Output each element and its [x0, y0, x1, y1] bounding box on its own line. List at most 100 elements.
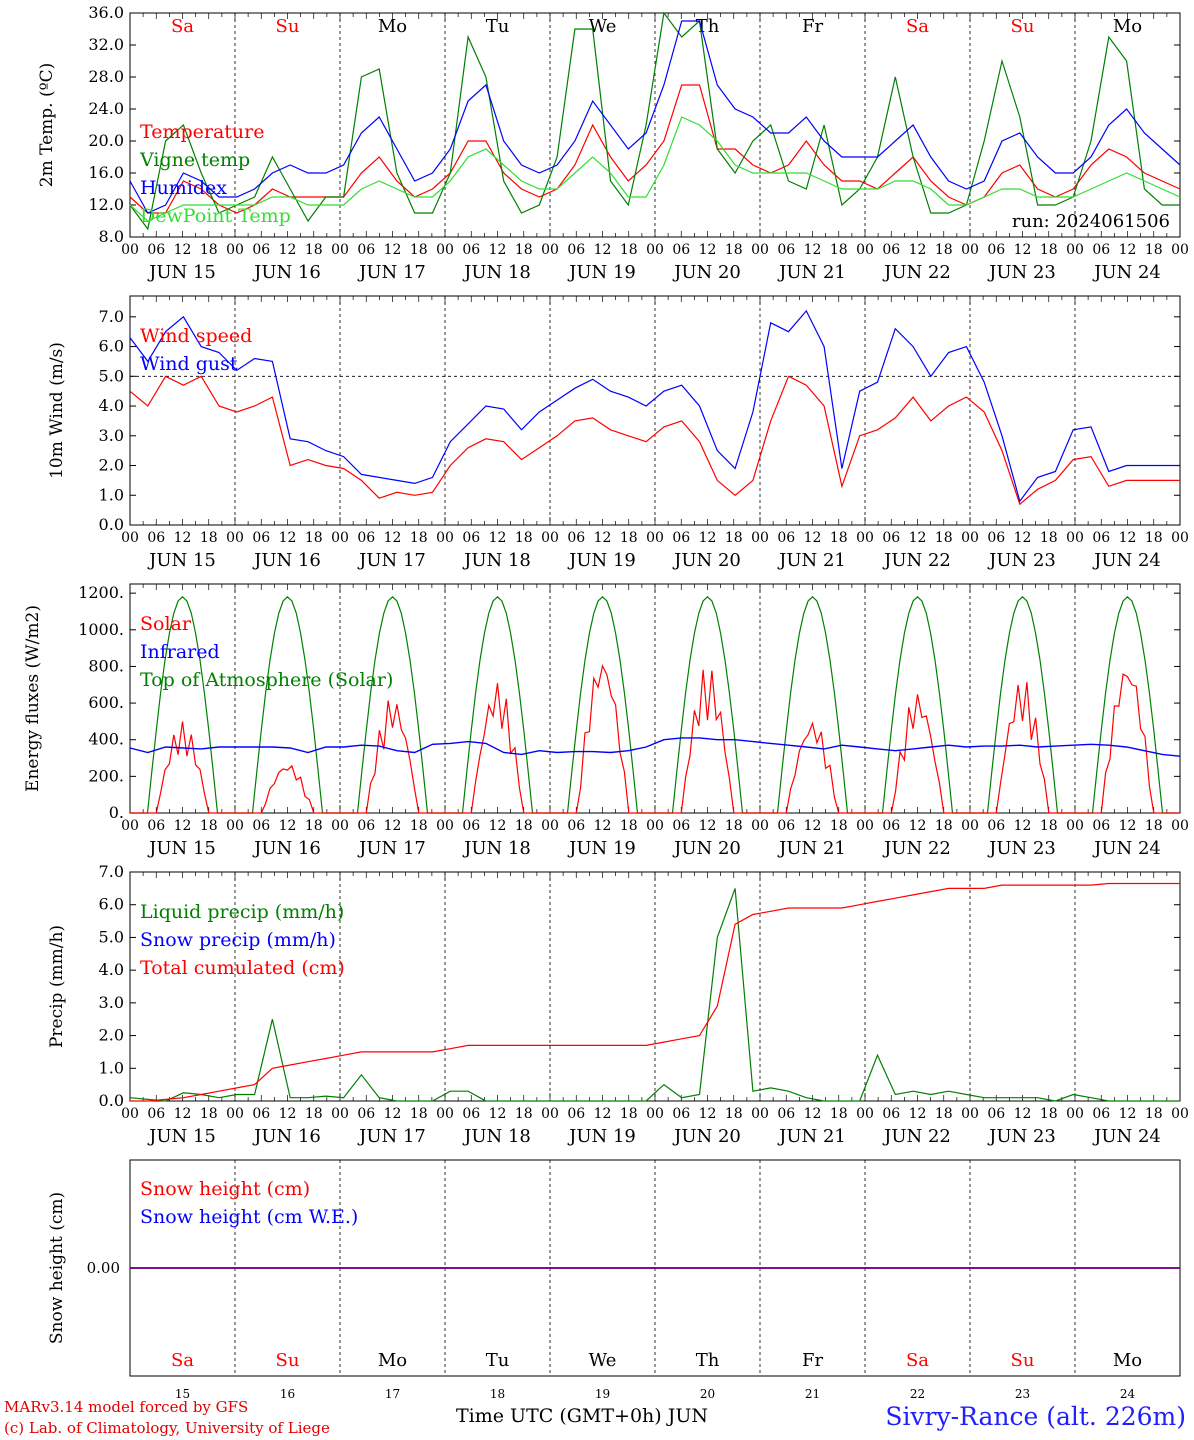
hour-tick-label: 00	[1066, 530, 1084, 546]
hour-tick-label: 00	[1066, 1106, 1084, 1122]
hour-tick-label: 12	[909, 242, 927, 258]
date-label: JUN 15	[147, 262, 216, 283]
hour-tick-label: 12	[909, 818, 927, 834]
day-abbr-label: Mo	[378, 1350, 407, 1371]
panel-precip: 0.0 1.0 2.0 3.0 4.0 5.0 6.0 7.0 Precip (mm/h) 00 0…	[47, 862, 1189, 1147]
hour-tick-label: 06	[147, 818, 165, 834]
hour-tick-label: 00	[961, 818, 979, 834]
total-cumulated-cm-line	[130, 882, 1180, 1102]
day-abbr-label: Sa	[171, 1350, 194, 1371]
hour-tick-label: 18	[1145, 530, 1163, 546]
hour-tick-label: 18	[1145, 818, 1163, 834]
hour-tick-label: 12	[174, 530, 192, 546]
date-label: JUN 22	[882, 550, 951, 571]
hour-tick-label: 18	[410, 530, 428, 546]
day-number-label: 19	[595, 1387, 610, 1400]
hour-tick-label: 00	[436, 530, 454, 546]
y-tick-label: 5.0	[99, 366, 124, 385]
day-number-label: 21	[805, 1387, 820, 1400]
hour-tick-label: 06	[252, 1106, 270, 1122]
y-tick-label: 0.0	[99, 1091, 124, 1110]
date-label: JUN 19	[567, 550, 636, 571]
hour-tick-label: 12	[699, 818, 717, 834]
y-tick-label: 2.0	[99, 456, 124, 475]
day-number-label: 23	[1015, 1387, 1030, 1400]
date-label: JUN 17	[357, 1126, 426, 1147]
date-label: JUN 15	[147, 1126, 216, 1147]
hour-tick-label: 00	[751, 242, 769, 258]
day-abbr-label: Su	[276, 1350, 300, 1371]
day-number-label: 16	[280, 1387, 295, 1400]
hour-tick-label: 06	[882, 818, 900, 834]
hour-tick-label: 06	[357, 242, 375, 258]
hour-tick-label: 06	[1092, 1106, 1110, 1122]
hour-tick-label: 06	[672, 530, 690, 546]
hour-tick-label: 06	[987, 242, 1005, 258]
hour-tick-label: 06	[1092, 530, 1110, 546]
panel-wind: 0.0 1.0 2.0 3.0 4.0 5.0 6.0 7.0 10m Wind (m/s) 00…	[47, 295, 1189, 571]
hour-tick-label: 18	[620, 242, 638, 258]
y-tick-label: 2.0	[99, 1026, 124, 1045]
hour-tick-label: 12	[384, 242, 402, 258]
hour-tick-label: 06	[252, 242, 270, 258]
hour-tick-label: 18	[515, 242, 533, 258]
legend-top-of-atmosphere-solar: Top of Atmosphere (Solar)	[140, 669, 393, 691]
date-label: JUN 17	[357, 262, 426, 283]
y-tick-label: 12.0	[88, 195, 124, 214]
hour-tick-label: 00	[961, 530, 979, 546]
y-axis-label: 2m Temp. (ºC)	[37, 63, 57, 188]
date-label: JUN 24	[1092, 550, 1161, 571]
hour-tick-label: 12	[804, 1106, 822, 1122]
y-tick-label: 16.0	[88, 163, 124, 182]
hour-tick-label: 06	[252, 530, 270, 546]
date-label: JUN 22	[882, 262, 951, 283]
hour-tick-label: 12	[594, 1106, 612, 1122]
date-label: JUN 19	[567, 262, 636, 283]
temperature-line	[129, 84, 1181, 214]
hour-tick-label: 06	[147, 242, 165, 258]
date-label: JUN 18	[462, 550, 531, 571]
hour-tick-label: 00	[751, 530, 769, 546]
y-tick-label: 32.0	[88, 35, 124, 54]
date-label: JUN 15	[147, 550, 216, 571]
hour-tick-label: 12	[174, 1106, 192, 1122]
day-abbr-label: Th	[696, 16, 720, 37]
y-tick-label: 4.0	[99, 960, 124, 979]
day-number-label: 20	[700, 1387, 715, 1400]
legend-dewpoint-temp: DewPoint Temp	[140, 205, 291, 227]
hour-tick-label: 06	[672, 1106, 690, 1122]
day-abbr-label: We	[589, 1350, 617, 1371]
hour-tick-label: 12	[699, 242, 717, 258]
hour-tick-label: 00	[121, 530, 139, 546]
date-label: JUN 21	[777, 838, 846, 859]
legend-snow-precip-mm-h: Snow precip (mm/h)	[140, 929, 336, 951]
y-tick-label: 7.0	[99, 862, 124, 881]
hour-tick-label: 06	[462, 530, 480, 546]
y-tick-label: 7.0	[99, 307, 124, 326]
hour-tick-label: 18	[830, 242, 848, 258]
day-abbr-label: Sa	[906, 16, 929, 37]
hour-tick-label: 18	[725, 818, 743, 834]
hour-tick-label: 12	[174, 242, 192, 258]
y-tick-label: 200.	[88, 766, 124, 785]
date-label: JUN 19	[567, 1126, 636, 1147]
hour-tick-label: 00	[541, 242, 559, 258]
date-label: JUN 16	[252, 1126, 321, 1147]
panel-energy: 0. 200. 400. 600. 800. 1000. 1200. Energy fluxe…	[23, 583, 1189, 859]
date-label: JUN 18	[462, 262, 531, 283]
hour-tick-label: 18	[305, 242, 323, 258]
y-tick-label: 36.0	[88, 3, 124, 22]
hour-tick-label: 12	[1014, 242, 1032, 258]
hour-tick-label: 00	[961, 242, 979, 258]
hour-tick-label: 00	[331, 818, 349, 834]
hour-tick-label: 00	[541, 530, 559, 546]
station-name: Sivry-Rance (alt. 226m)	[885, 1402, 1186, 1431]
hour-tick-label: 18	[830, 530, 848, 546]
y-tick-label: 0.0	[99, 515, 124, 534]
legend-vigne-temp: Vigne temp	[139, 149, 250, 171]
hour-tick-label: 06	[462, 818, 480, 834]
hour-tick-label: 12	[384, 1106, 402, 1122]
hour-tick-label: 06	[777, 530, 795, 546]
hour-tick-label: 18	[410, 818, 428, 834]
hour-tick-label: 00	[226, 530, 244, 546]
